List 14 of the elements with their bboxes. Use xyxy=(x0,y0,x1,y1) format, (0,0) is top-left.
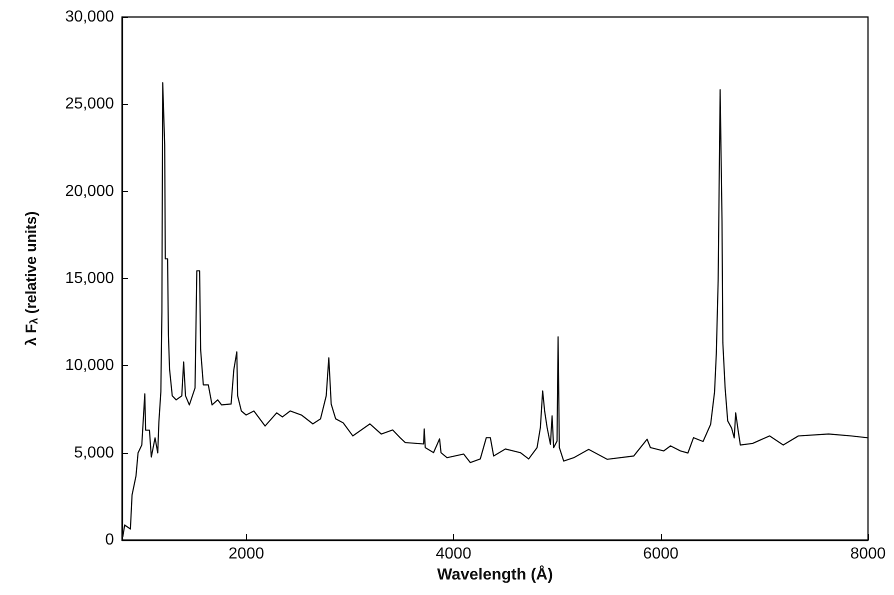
y-tick-label: 5,000 xyxy=(74,444,114,462)
x-tick-label: 4000 xyxy=(436,546,472,562)
x-tick-label: 8000 xyxy=(850,546,886,562)
y-tick-label: 30,000 xyxy=(65,8,114,26)
y-axis-title: λ Fλ (relative units) xyxy=(23,211,40,346)
y-tick-label: 0 xyxy=(105,532,114,548)
y-tick-label: 25,000 xyxy=(65,96,114,113)
x-axis-title: Wavelength (Å) xyxy=(437,564,553,584)
y-tick-label: 15,000 xyxy=(65,270,114,287)
line-series xyxy=(122,82,869,538)
x-tick-label: 6000 xyxy=(642,546,679,562)
y-tick-label: 20,000 xyxy=(65,182,114,200)
y-tick-label: 10,000 xyxy=(65,357,114,374)
x-tick-label: 2000 xyxy=(228,546,264,562)
